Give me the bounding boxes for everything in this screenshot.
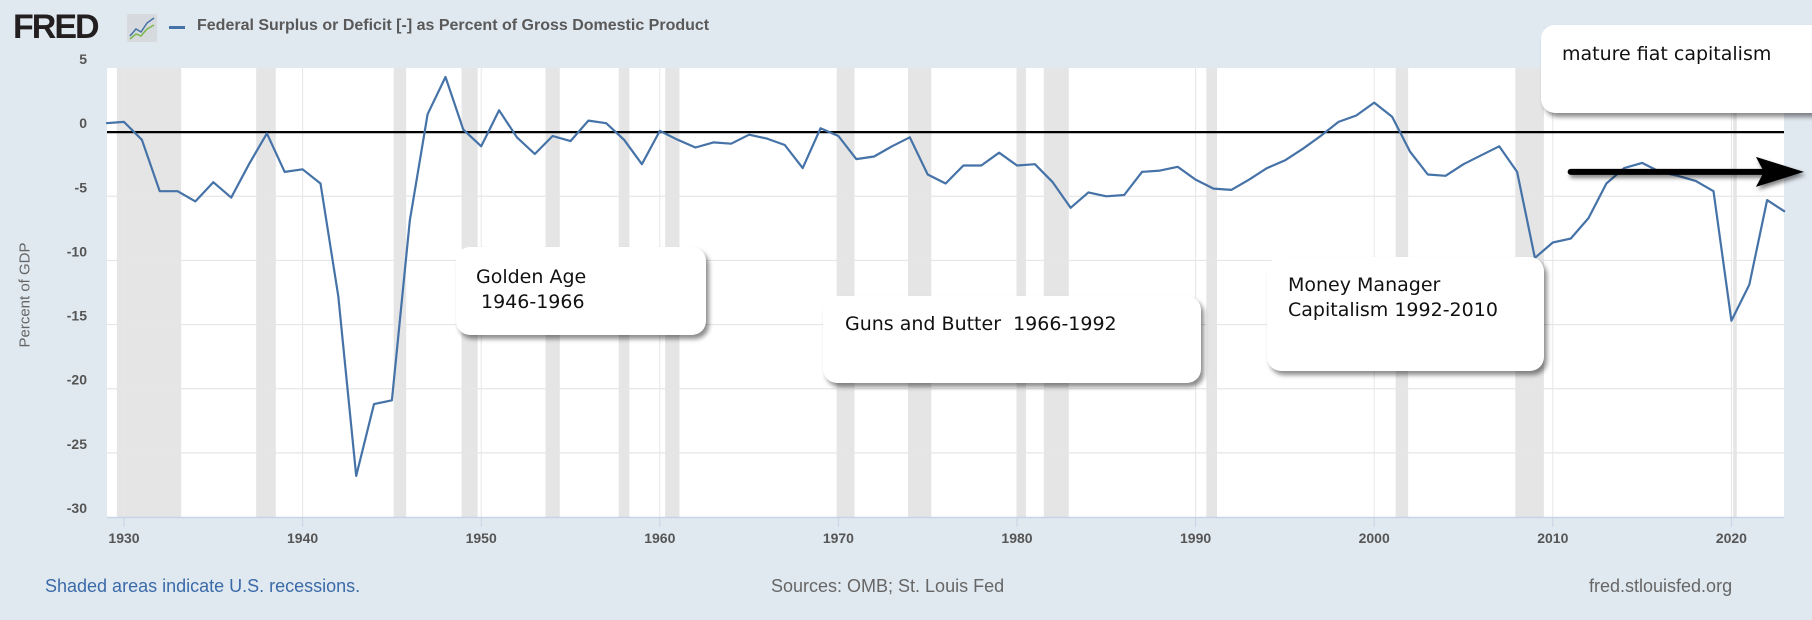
arrow-head bbox=[1755, 156, 1804, 187]
recession-band bbox=[1043, 68, 1069, 517]
recession-band bbox=[256, 68, 276, 517]
y-tick-label: 0 bbox=[79, 115, 87, 131]
recession-band bbox=[1017, 68, 1026, 517]
x-tick-label: 1930 bbox=[108, 530, 139, 546]
y-tick-label: -20 bbox=[67, 372, 87, 388]
x-tick-label: 2010 bbox=[1537, 530, 1568, 546]
x-tick-label: 1950 bbox=[466, 530, 497, 546]
annotation-golden-age: Golden Age 1946-1966 bbox=[456, 247, 706, 335]
x-tick-label: 2020 bbox=[1716, 530, 1747, 546]
y-axis-title: Percent of GDP bbox=[16, 242, 34, 348]
x-tick-label: 2000 bbox=[1359, 530, 1390, 546]
annotation-text: 1946-1966 bbox=[481, 291, 585, 313]
annotation-text: Money Manager bbox=[1288, 274, 1441, 296]
x-tick-label: 1970 bbox=[823, 530, 854, 546]
x-tick-label: 1980 bbox=[1001, 530, 1032, 546]
recession-band bbox=[1733, 68, 1737, 517]
chart-title: Federal Surplus or Deficit [-] as Percen… bbox=[197, 17, 710, 34]
annotation-text: mature fiat capitalism bbox=[1562, 43, 1772, 65]
recession-band bbox=[393, 68, 407, 517]
x-tick-label: 1940 bbox=[287, 530, 318, 546]
y-tick-label: 5 bbox=[79, 51, 87, 67]
annotation-mature-fiat: mature fiat capitalism bbox=[1541, 25, 1812, 113]
annotation-text: Capitalism 1992-2010 bbox=[1288, 299, 1498, 321]
recession-note: Shaded areas indicate U.S. recessions. bbox=[45, 576, 361, 596]
chart-icon bbox=[127, 14, 157, 42]
recession-band bbox=[908, 68, 932, 517]
annotation-text: Guns and Butter 1966-1992 bbox=[845, 313, 1117, 335]
y-tick-label: -30 bbox=[67, 500, 87, 516]
y-axis: 5 0 -5 -10 -15 -20 -25 -30 bbox=[67, 51, 87, 516]
fred-url-link[interactable]: fred.stlouisfed.org bbox=[1589, 576, 1733, 596]
arrow-icon bbox=[1567, 156, 1804, 187]
y-tick-label: -15 bbox=[67, 308, 87, 324]
recession-band bbox=[1206, 68, 1218, 517]
y-tick-label: -25 bbox=[67, 436, 87, 452]
x-axis: 1930 1940 1950 1960 1970 1980 1990 2000 2010 2020 bbox=[107, 516, 1784, 546]
fred-logo: FRED bbox=[13, 8, 100, 46]
sources-note: Sources: OMB; St. Louis Fed bbox=[771, 576, 1005, 596]
annotation-money-manager: Money Manager Capitalism 1992-2010 bbox=[1267, 257, 1544, 371]
annotation-lines bbox=[406, 156, 1804, 264]
recession-band bbox=[836, 68, 855, 517]
recession-band bbox=[116, 68, 182, 517]
legend-swatch bbox=[169, 26, 185, 29]
annotation-text: Golden Age bbox=[476, 266, 587, 288]
x-tick-label: 1960 bbox=[644, 530, 675, 546]
annotation-guns-and-butter: Guns and Butter 1966-1992 bbox=[823, 296, 1201, 383]
x-tick-label: 1990 bbox=[1180, 530, 1211, 546]
y-tick-label: -10 bbox=[67, 243, 87, 259]
y-tick-label: -5 bbox=[75, 179, 88, 195]
series-line bbox=[106, 75, 1786, 477]
